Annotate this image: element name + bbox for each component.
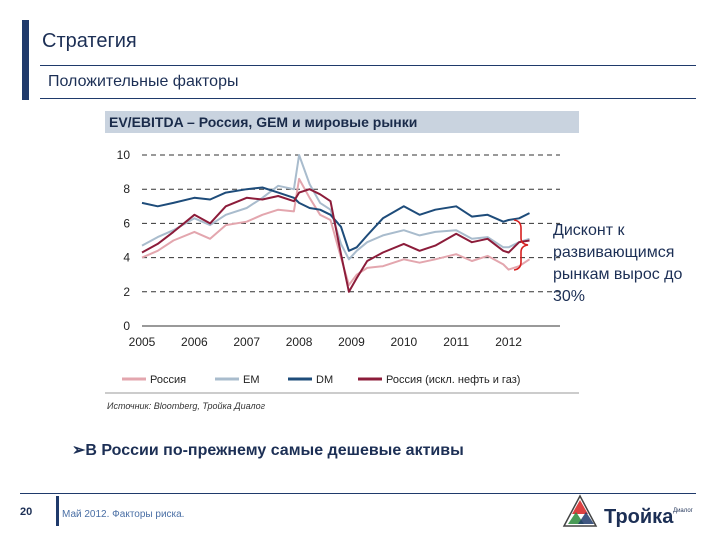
- header-divider: [40, 65, 696, 66]
- x-tick-label: 2006: [181, 335, 208, 349]
- y-tick-label: 8: [123, 182, 130, 196]
- chart-source: Источник: Bloomberg, Тройка Диалог: [107, 401, 266, 411]
- legend-label: Россия: [150, 374, 186, 386]
- x-tick-label: 2009: [338, 335, 365, 349]
- key-takeaway-text: В России по-прежнему самые дешевые актив…: [85, 442, 464, 459]
- y-tick-label: 6: [123, 216, 130, 230]
- footer-text: Май 2012. Факторы риска.: [62, 509, 185, 520]
- x-tick-label: 2005: [129, 335, 156, 349]
- x-tick-label: 2012: [495, 335, 522, 349]
- logo-subtitle: Диалог: [673, 508, 693, 514]
- chart-title: EV/EBITDA – Россия, GEM и мировые рынки: [109, 114, 417, 130]
- y-tick-label: 0: [123, 319, 130, 333]
- series-line-2: [141, 154, 530, 261]
- y-tick-label: 10: [117, 148, 131, 162]
- footer-accent-bar: [56, 496, 59, 526]
- page-subtitle: Положительные факторы: [48, 73, 239, 90]
- chart-title-bar: [105, 111, 579, 133]
- footer-divider: [20, 493, 696, 494]
- x-tick-label: 2008: [286, 335, 313, 349]
- y-tick-label: 2: [123, 285, 130, 299]
- page-number: 20: [20, 506, 33, 518]
- subtitle-divider: [40, 98, 696, 99]
- x-tick-label: 2010: [390, 335, 417, 349]
- x-tick-label: 2011: [443, 335, 469, 349]
- troika-logo-icon: [562, 494, 598, 527]
- key-takeaway: ➢В России по-прежнему самые дешевые акти…: [72, 442, 464, 459]
- series-line-3: [141, 186, 530, 252]
- legend-label: EM: [243, 374, 260, 386]
- legend-label: DM: [316, 374, 333, 386]
- series-line-4: [141, 188, 530, 293]
- logo-wordmark: Тройка: [604, 506, 674, 528]
- page-title: Стратегия: [42, 30, 137, 52]
- legend-label: Россия (искл. нефть и газ): [386, 374, 520, 386]
- y-tick-label: 4: [123, 251, 130, 265]
- header-accent-bar: [22, 20, 29, 100]
- discount-bracket: [513, 219, 529, 271]
- discount-annotation: Дисконт к развивающимся рынкам вырос до …: [553, 222, 683, 305]
- x-tick-label: 2007: [233, 335, 260, 349]
- ev-ebitda-chart: EV/EBITDA – Россия, GEM и мировые рынки …: [105, 111, 579, 411]
